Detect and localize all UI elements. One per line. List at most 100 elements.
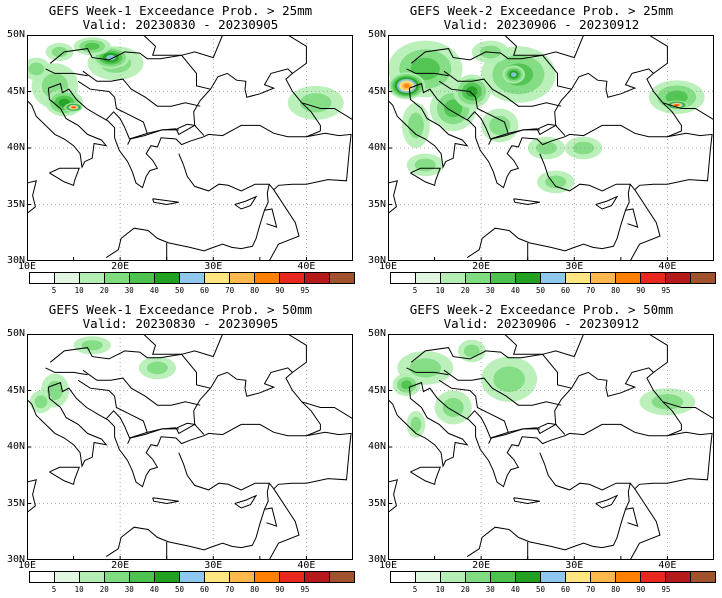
colorbar-swatch bbox=[466, 572, 491, 582]
country-border bbox=[488, 428, 540, 444]
colorbar-label: 50 bbox=[535, 286, 545, 295]
coastline bbox=[105, 452, 270, 558]
panel-valid-dates: Valid: 20230906 - 20230912 bbox=[443, 316, 640, 331]
longitude-label: 30E bbox=[565, 261, 584, 272]
colorbar-swatch bbox=[330, 572, 354, 582]
longitude-label: 10E bbox=[378, 261, 398, 272]
panel-title: GEFS Week-1 Exceedance Prob. > 50mm bbox=[48, 302, 313, 317]
colorbar-swatch bbox=[80, 572, 105, 582]
probability-contour bbox=[81, 340, 103, 351]
colorbar-label: 20 bbox=[99, 286, 109, 295]
country-border bbox=[410, 48, 572, 90]
probability-contour bbox=[463, 344, 480, 358]
country-border bbox=[406, 68, 449, 77]
country-border bbox=[264, 507, 278, 527]
probability-contour bbox=[410, 57, 440, 81]
coastline bbox=[388, 479, 398, 513]
country-border bbox=[287, 334, 307, 373]
colorbar-swatch bbox=[305, 273, 330, 283]
coastline bbox=[234, 195, 258, 210]
colorbar-swatch bbox=[255, 273, 280, 283]
latitude-label: 40N bbox=[6, 441, 25, 452]
coastline bbox=[409, 381, 682, 488]
latitude-label: 30N bbox=[6, 255, 25, 266]
colorbar-swatch bbox=[591, 273, 616, 283]
coastline bbox=[152, 497, 179, 505]
country-border bbox=[629, 189, 661, 261]
country-border bbox=[45, 367, 88, 376]
colorbar-swatch bbox=[55, 572, 80, 582]
colorbar bbox=[390, 272, 716, 284]
latitude-label: 45N bbox=[367, 384, 386, 396]
colorbar-swatch bbox=[641, 273, 666, 283]
colorbar-label: 5 bbox=[412, 286, 418, 295]
colorbar-swatch bbox=[155, 273, 180, 283]
colorbar-label: 30 bbox=[124, 585, 134, 594]
coastline bbox=[234, 494, 258, 509]
coastline bbox=[27, 180, 37, 214]
colorbar-swatch bbox=[180, 572, 205, 582]
colorbar-label: 20 bbox=[460, 286, 470, 295]
country-border bbox=[82, 369, 201, 406]
country-border bbox=[662, 401, 714, 420]
colorbar-swatch bbox=[280, 572, 305, 582]
probability-contour bbox=[573, 141, 595, 155]
country-border bbox=[49, 347, 211, 389]
colorbar-swatch bbox=[516, 572, 541, 582]
latitude-label: 40N bbox=[367, 441, 386, 452]
colorbar-label: 30 bbox=[124, 286, 134, 295]
colorbar-label: 70 bbox=[586, 286, 596, 295]
country-border bbox=[49, 48, 211, 90]
colorbar-swatch bbox=[616, 273, 641, 283]
latitude-label: 30N bbox=[367, 554, 386, 565]
map-plot bbox=[388, 35, 714, 261]
colorbar-swatch bbox=[416, 273, 441, 283]
coastline bbox=[595, 195, 619, 210]
coastline bbox=[193, 68, 321, 136]
colorbar-swatch bbox=[80, 273, 105, 283]
coastline bbox=[27, 88, 108, 169]
colorbar-label: 70 bbox=[225, 286, 235, 295]
probability-contour bbox=[651, 394, 684, 410]
probability-contour bbox=[511, 72, 517, 77]
colorbar-swatch bbox=[641, 572, 666, 582]
colorbar-label: 10 bbox=[435, 585, 445, 594]
country-border bbox=[629, 132, 713, 191]
colorbar-swatch bbox=[566, 273, 591, 283]
country-border bbox=[77, 80, 148, 140]
country-border bbox=[629, 488, 661, 560]
longitude-label: 10E bbox=[17, 261, 37, 272]
panel-title: GEFS Week-2 Exceedance Prob. > 25mm bbox=[409, 3, 674, 18]
colorbar-label: 50 bbox=[535, 585, 545, 594]
coastline bbox=[49, 466, 80, 485]
map-panel: GEFS Week-1 Exceedance Prob. > 25mm Valid… bbox=[0, 0, 361, 299]
colorbar-label: 20 bbox=[460, 585, 470, 594]
colorbar-swatch bbox=[30, 572, 55, 582]
coastline bbox=[513, 198, 540, 206]
longitude-label: 10E bbox=[17, 560, 37, 571]
coastline bbox=[466, 153, 631, 259]
latitude-label: 50N bbox=[367, 328, 386, 339]
colorbar-swatch bbox=[441, 572, 466, 582]
latitude-label: 35N bbox=[367, 198, 386, 210]
probability-contour bbox=[675, 104, 679, 106]
coastline bbox=[513, 497, 540, 505]
probability-contour bbox=[299, 93, 332, 113]
colorbar-swatch bbox=[691, 572, 715, 582]
map-plot bbox=[27, 334, 353, 560]
country-border bbox=[443, 70, 562, 107]
colorbar-swatch bbox=[491, 273, 516, 283]
colorbar-swatch bbox=[130, 273, 155, 283]
latitude-label: 50N bbox=[367, 29, 386, 40]
coastline bbox=[388, 387, 469, 468]
colorbar-swatch bbox=[230, 273, 255, 283]
country-border bbox=[443, 369, 562, 406]
latitude-label: 45N bbox=[6, 384, 25, 396]
country-border bbox=[127, 129, 179, 145]
colorbar-label: 40 bbox=[149, 286, 159, 295]
colorbar-swatch bbox=[105, 572, 130, 582]
probability-contour bbox=[410, 416, 422, 433]
probability-contour bbox=[665, 90, 688, 104]
coastline bbox=[388, 180, 398, 214]
latitude-label: 50N bbox=[6, 328, 25, 339]
